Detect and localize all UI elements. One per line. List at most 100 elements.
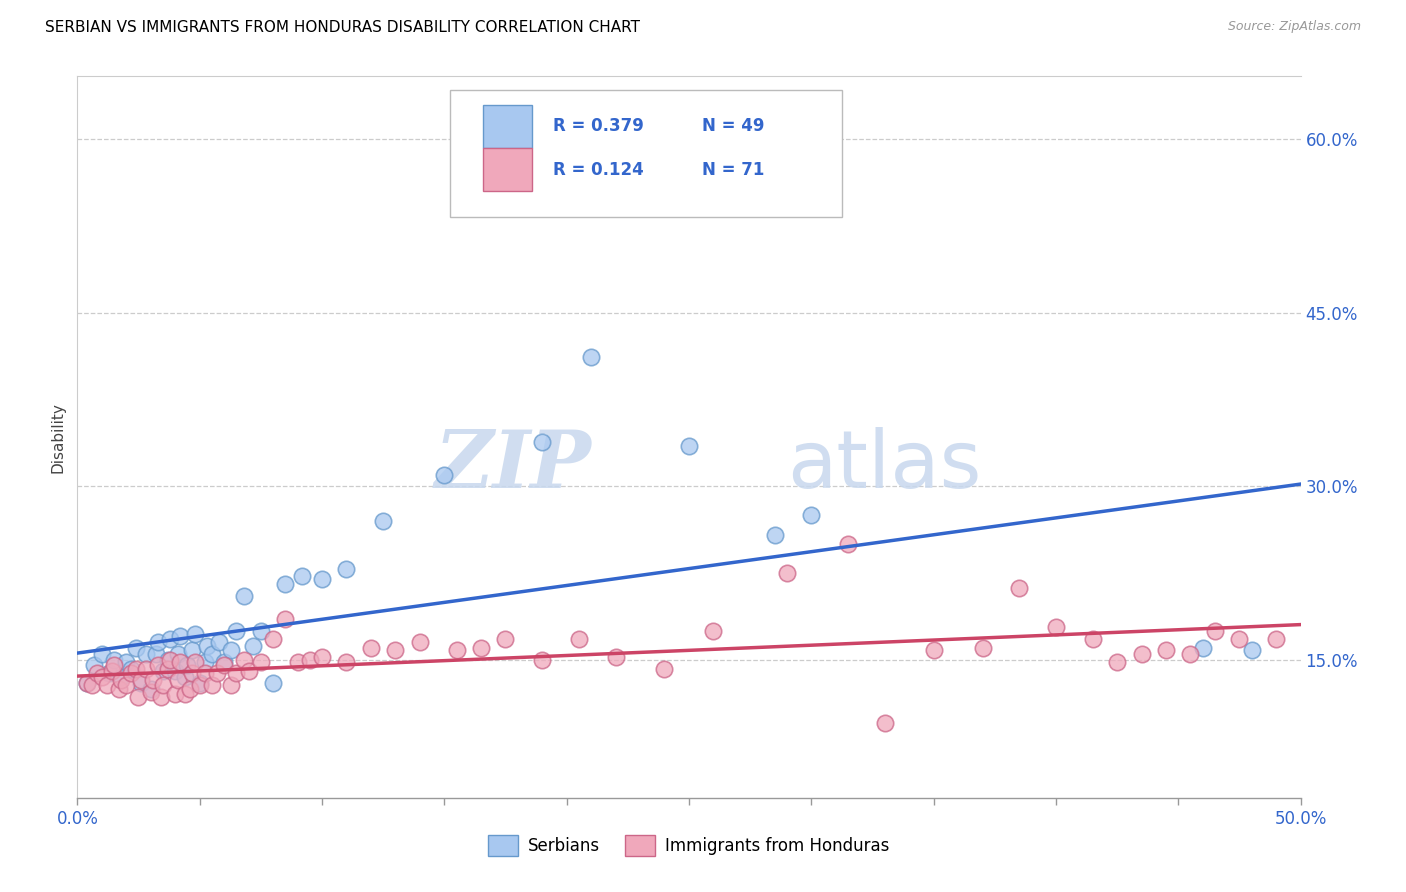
Point	[188, 678, 211, 692]
Point	[1081, 632, 1104, 646]
Point	[972, 641, 994, 656]
Text: ZIP: ZIP	[434, 427, 591, 505]
Point	[176, 658, 198, 673]
Point	[90, 647, 112, 661]
Point	[1204, 624, 1226, 638]
Point	[205, 666, 228, 681]
Point	[579, 350, 602, 364]
Point	[335, 562, 357, 576]
Point	[193, 666, 215, 681]
FancyBboxPatch shape	[484, 148, 533, 192]
Text: N = 49: N = 49	[703, 118, 765, 136]
Point	[129, 673, 152, 688]
Point	[142, 673, 165, 688]
Point	[125, 641, 148, 656]
Point	[76, 675, 98, 690]
Point	[250, 624, 273, 638]
Point	[103, 658, 125, 673]
Point	[371, 514, 394, 528]
Point	[654, 662, 676, 676]
Point	[360, 641, 382, 656]
Point	[169, 655, 191, 669]
Point	[225, 666, 247, 681]
Point	[188, 675, 211, 690]
Point	[166, 647, 188, 661]
Point	[181, 643, 204, 657]
Point	[86, 666, 108, 681]
Point	[156, 652, 179, 666]
Point	[145, 647, 167, 661]
Point	[139, 681, 162, 696]
Point	[1265, 632, 1288, 646]
Point	[139, 685, 162, 699]
Point	[127, 690, 149, 704]
Point	[169, 630, 191, 644]
Point	[238, 664, 260, 678]
Point	[1229, 632, 1251, 646]
Point	[110, 670, 132, 684]
Point	[115, 655, 138, 669]
Point	[1045, 620, 1067, 634]
Point	[568, 632, 591, 646]
Point	[873, 716, 896, 731]
Point	[1008, 581, 1031, 595]
Point	[800, 508, 823, 522]
Point	[98, 666, 121, 681]
Point	[129, 675, 152, 690]
Point	[1154, 643, 1177, 657]
Point	[287, 655, 309, 669]
Text: R = 0.379: R = 0.379	[553, 118, 644, 136]
Point	[108, 681, 131, 696]
Point	[83, 658, 105, 673]
Point	[174, 670, 197, 684]
Point	[152, 678, 174, 692]
Point	[165, 664, 187, 678]
Point	[470, 641, 492, 656]
Point	[90, 670, 112, 684]
Point	[262, 632, 284, 646]
Point	[262, 675, 284, 690]
Point	[274, 612, 297, 626]
Text: N = 71: N = 71	[703, 161, 765, 178]
Point	[1240, 643, 1263, 657]
Point	[311, 650, 333, 665]
Point	[125, 662, 148, 676]
FancyBboxPatch shape	[484, 104, 533, 148]
Legend: Serbians, Immigrants from Honduras: Serbians, Immigrants from Honduras	[481, 829, 897, 863]
Point	[159, 632, 181, 646]
Y-axis label: Disability: Disability	[51, 401, 66, 473]
Point	[221, 643, 243, 657]
Point	[232, 589, 254, 603]
Point	[184, 627, 207, 641]
Point	[298, 652, 321, 666]
Point	[531, 435, 554, 450]
Point	[433, 467, 456, 482]
Point	[184, 655, 207, 669]
Point	[291, 569, 314, 583]
Point	[100, 664, 122, 678]
Point	[179, 681, 201, 696]
Point	[174, 687, 197, 701]
Point	[159, 652, 181, 666]
Point	[274, 577, 297, 591]
Point	[242, 639, 264, 653]
Point	[120, 662, 142, 676]
Point	[221, 678, 243, 692]
Point	[166, 673, 188, 688]
Point	[201, 647, 224, 661]
Point	[208, 635, 231, 649]
Point	[605, 650, 627, 665]
Point	[1130, 647, 1153, 661]
Point	[80, 678, 103, 692]
Point	[149, 690, 172, 704]
Point	[195, 639, 218, 653]
Point	[152, 664, 174, 678]
Point	[678, 439, 700, 453]
Point	[135, 647, 157, 661]
Text: atlas: atlas	[787, 427, 981, 505]
Point	[96, 678, 118, 692]
Point	[1180, 647, 1202, 661]
Point	[115, 678, 138, 692]
Point	[146, 658, 169, 673]
Point	[1191, 641, 1213, 656]
